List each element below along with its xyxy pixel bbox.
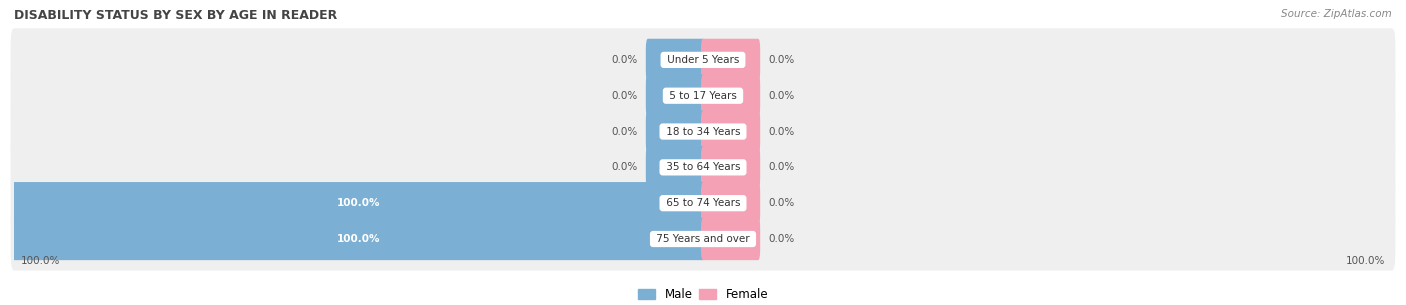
FancyBboxPatch shape (702, 75, 761, 117)
Text: 0.0%: 0.0% (612, 162, 637, 172)
Text: 0.0%: 0.0% (612, 55, 637, 65)
Text: 100.0%: 100.0% (21, 256, 60, 266)
Text: 0.0%: 0.0% (769, 127, 794, 137)
FancyBboxPatch shape (702, 146, 761, 188)
Text: 0.0%: 0.0% (769, 55, 794, 65)
Text: 0.0%: 0.0% (769, 198, 794, 208)
FancyBboxPatch shape (645, 39, 704, 81)
FancyBboxPatch shape (702, 110, 761, 153)
FancyBboxPatch shape (11, 28, 1395, 92)
FancyBboxPatch shape (645, 146, 704, 188)
FancyBboxPatch shape (702, 182, 761, 224)
FancyBboxPatch shape (645, 110, 704, 153)
FancyBboxPatch shape (645, 75, 704, 117)
Text: 0.0%: 0.0% (769, 234, 794, 244)
Text: 18 to 34 Years: 18 to 34 Years (662, 127, 744, 137)
FancyBboxPatch shape (11, 172, 1395, 235)
Text: 65 to 74 Years: 65 to 74 Years (662, 198, 744, 208)
FancyBboxPatch shape (11, 100, 1395, 163)
Text: 5 to 17 Years: 5 to 17 Years (666, 91, 740, 101)
Text: Source: ZipAtlas.com: Source: ZipAtlas.com (1281, 9, 1392, 19)
Text: 0.0%: 0.0% (612, 91, 637, 101)
Text: 100.0%: 100.0% (337, 198, 380, 208)
Text: Under 5 Years: Under 5 Years (664, 55, 742, 65)
Text: 0.0%: 0.0% (612, 127, 637, 137)
Text: DISABILITY STATUS BY SEX BY AGE IN READER: DISABILITY STATUS BY SEX BY AGE IN READE… (14, 9, 337, 22)
Text: 35 to 64 Years: 35 to 64 Years (662, 162, 744, 172)
FancyBboxPatch shape (702, 39, 761, 81)
FancyBboxPatch shape (11, 207, 1395, 271)
FancyBboxPatch shape (13, 182, 704, 224)
Text: 0.0%: 0.0% (769, 91, 794, 101)
Legend: Male, Female: Male, Female (633, 284, 773, 305)
Text: 75 Years and over: 75 Years and over (652, 234, 754, 244)
FancyBboxPatch shape (13, 218, 704, 260)
Text: 100.0%: 100.0% (1346, 256, 1385, 266)
Text: 0.0%: 0.0% (769, 162, 794, 172)
FancyBboxPatch shape (11, 64, 1395, 127)
Text: 100.0%: 100.0% (337, 234, 380, 244)
FancyBboxPatch shape (11, 136, 1395, 199)
FancyBboxPatch shape (702, 218, 761, 260)
